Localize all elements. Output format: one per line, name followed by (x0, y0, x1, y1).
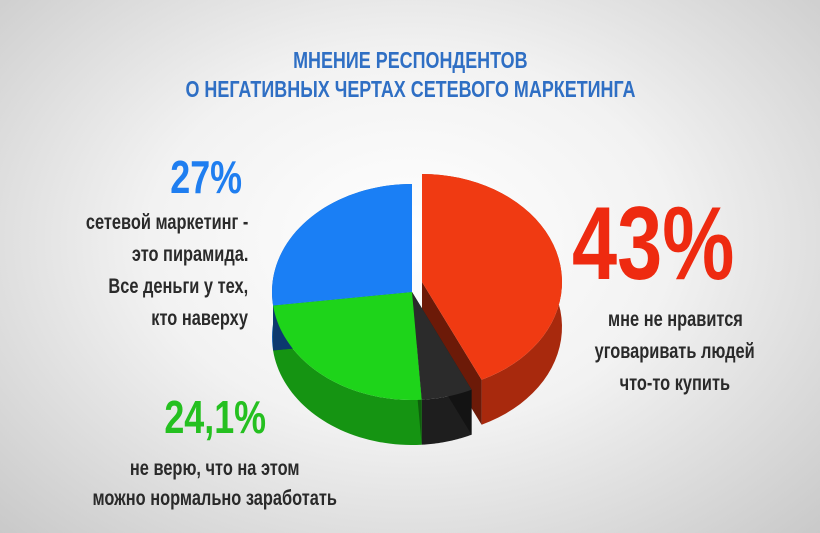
pie-slice-0 (422, 174, 562, 380)
chart-title: МНЕНИЕ РЕСПОНДЕНТОВ О НЕГАТИВНЫХ ЧЕРТАХ … (0, 46, 820, 104)
title-line-2: О НЕГАТИВНЫХ ЧЕРТАХ СЕТЕВОГО МАРКЕТИНГА (184, 76, 636, 102)
title-line-1: МНЕНИЕ РЕСПОНДЕНТОВ (292, 47, 528, 73)
pie-slice-side-2 (273, 305, 422, 445)
label-27: 27% (170, 151, 242, 203)
desc-24-1: не верю, что на этом можно нормально зар… (92, 457, 338, 510)
label-43: 43% (572, 186, 735, 302)
desc-27: сетевой маркетинг - это пирамида. Все де… (85, 211, 248, 330)
label-24-1: 24,1% (164, 391, 266, 443)
desc-43: мне не нравится уговаривать людей что-то… (594, 308, 756, 395)
pie-slice-2 (273, 292, 422, 400)
pie-slice-3 (272, 184, 412, 306)
pie-slice-1 (412, 292, 472, 400)
